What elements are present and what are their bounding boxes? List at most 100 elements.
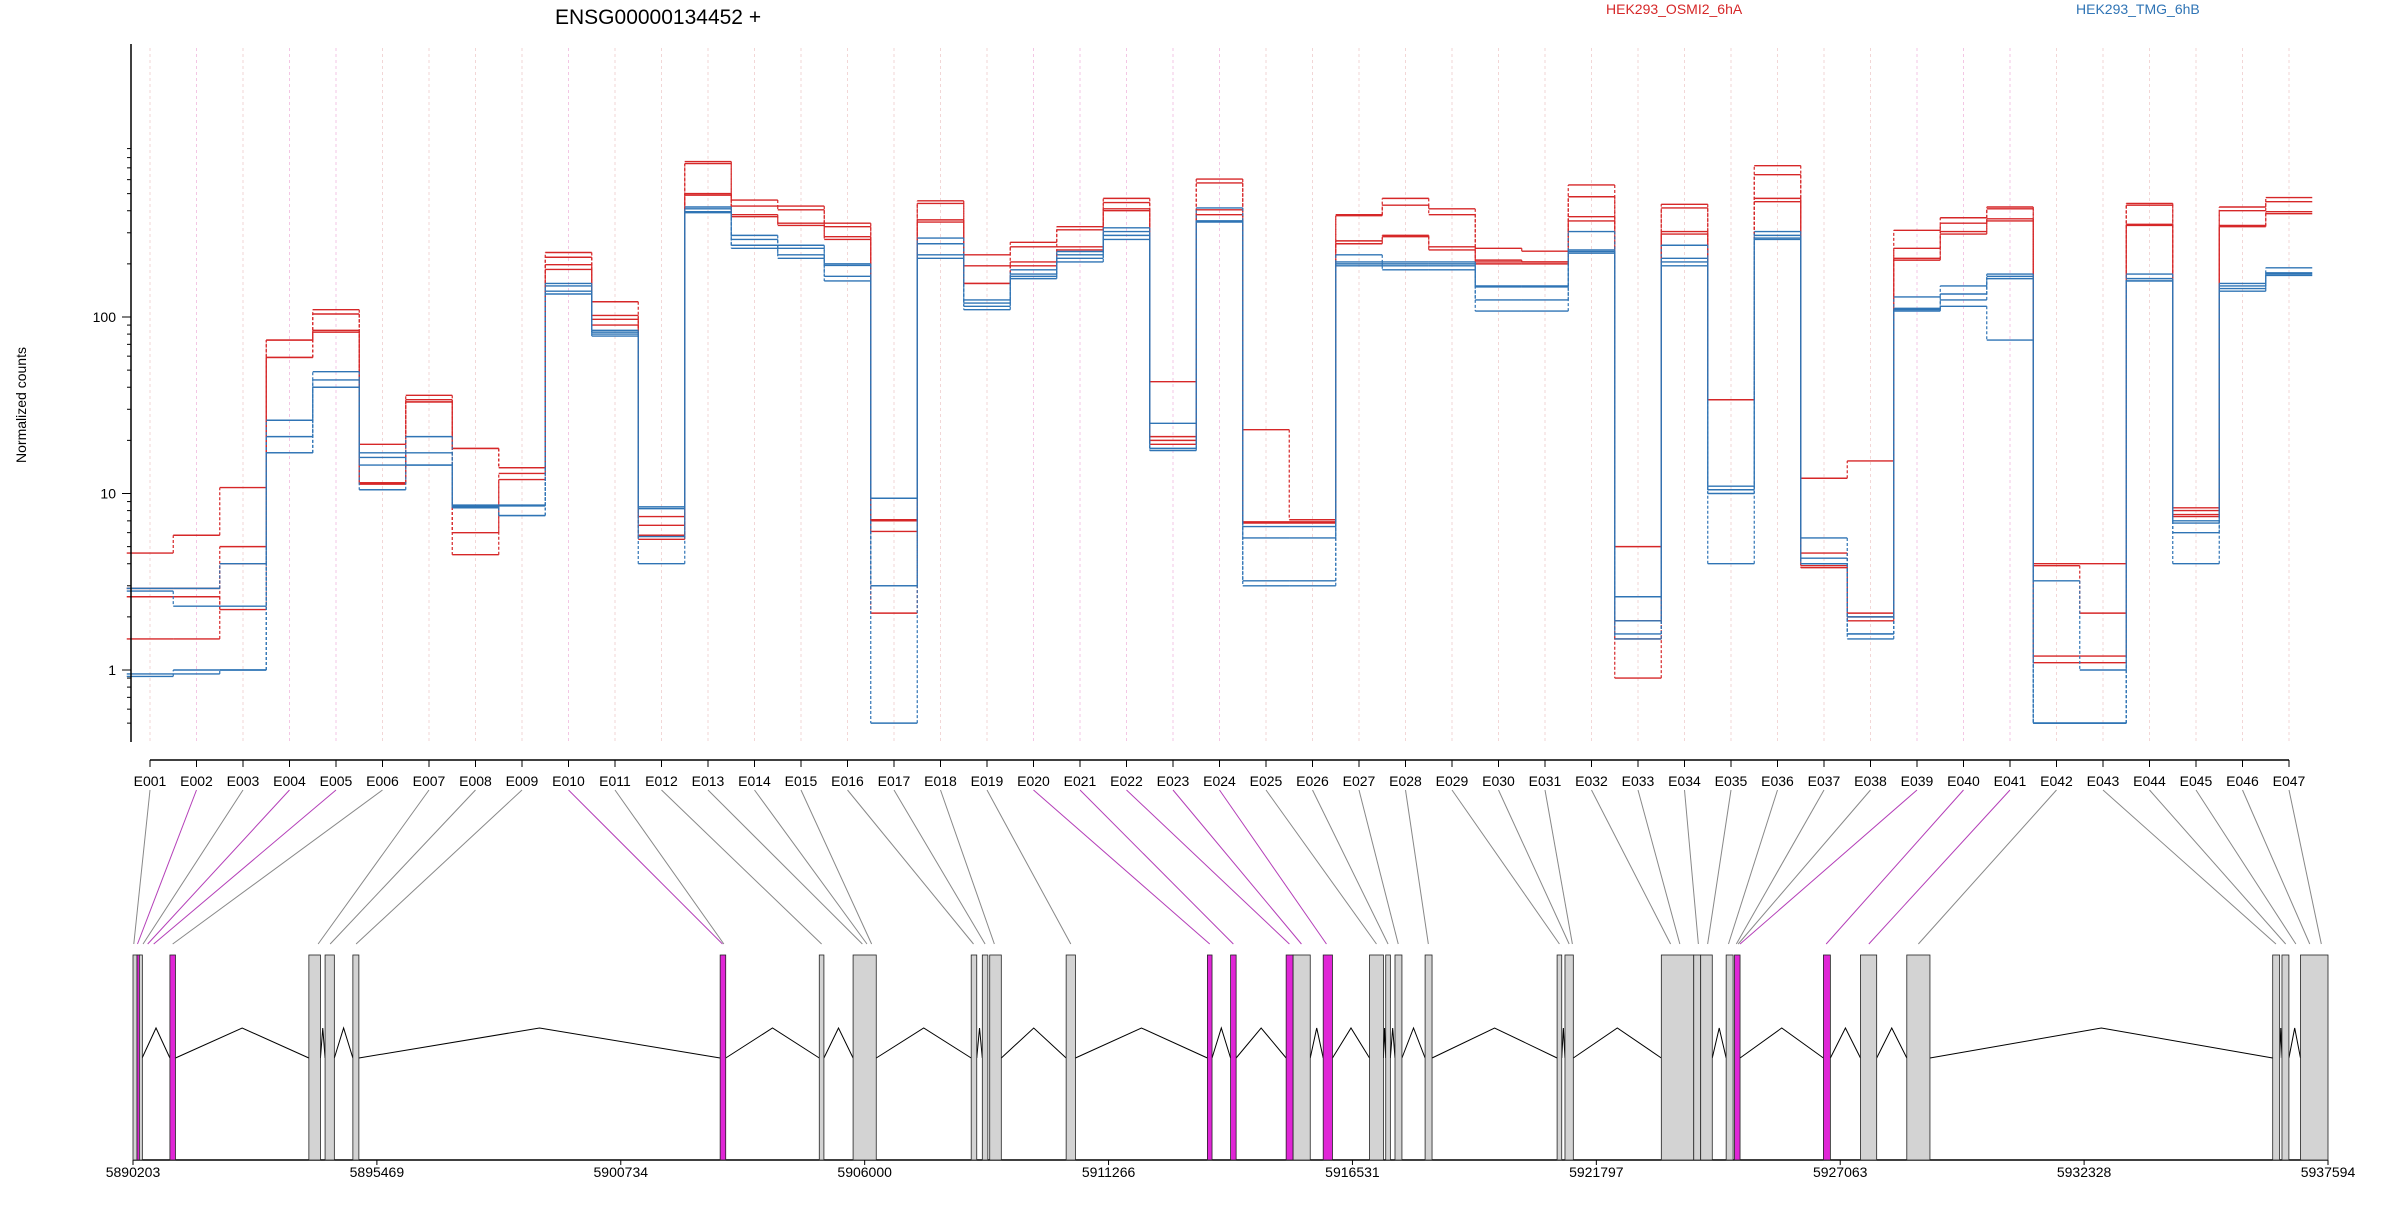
chart-gridlines	[149, 48, 2290, 742]
exon-link-line	[1727, 789, 1778, 945]
x-tick-label: E016	[831, 773, 864, 789]
exon-box	[308, 954, 321, 1161]
x-tick-label: E040	[1947, 773, 1980, 789]
exon-box-highlighted	[169, 954, 176, 1161]
genomic-tick-label: 5911266	[1082, 1164, 1136, 1180]
exon-box	[1424, 954, 1433, 1161]
exon-box	[2281, 954, 2290, 1161]
x-tick-label: E038	[1854, 773, 1887, 789]
gene-model: 5890203 5895469 5900734 5906000 5911266 59165…	[106, 954, 2355, 1180]
x-tick-label: E008	[459, 773, 492, 789]
exon-link-line	[133, 789, 151, 945]
intron-line	[1075, 1027, 1208, 1059]
exon-link-line	[1219, 789, 1327, 945]
y-axis-label: Normalized counts	[13, 347, 29, 463]
intron-line	[175, 1027, 310, 1059]
x-tick-label: E026	[1296, 773, 1329, 789]
exon-box-highlighted	[1322, 954, 1333, 1161]
x-tick-label: E025	[1250, 773, 1283, 789]
intron-line	[1829, 1026, 1861, 1059]
series-2	[126, 192, 2313, 657]
intron-line	[1739, 1027, 1824, 1059]
legend-series-a: HEK293_OSMI2_6hA	[1606, 1, 1743, 17]
exon-link-lines	[133, 789, 2322, 945]
exon-link-line	[1868, 789, 2011, 945]
exon-link-line	[1739, 789, 1918, 945]
x-tick-label: E011	[599, 773, 631, 789]
intron-line	[1711, 1027, 1727, 1059]
x-tick-label: E015	[785, 773, 818, 789]
legend-series-b: HEK293_TMG_6hB	[2076, 1, 2200, 17]
x-tick-label: E003	[227, 773, 260, 789]
exon-link-line	[1707, 789, 1732, 945]
exon-link-line	[1312, 789, 1389, 945]
exon-link-line	[1735, 789, 1825, 945]
exon-box	[1660, 954, 1695, 1161]
intron-line	[1876, 1026, 1908, 1059]
y-tick-label: 100	[93, 309, 117, 325]
exon-link-line	[1825, 789, 1964, 945]
exon-link-line	[1358, 789, 1399, 945]
x-tick-label: E014	[738, 773, 771, 789]
genomic-tick-label: 5916531	[1325, 1164, 1380, 1180]
x-tick-label: E030	[1482, 773, 1515, 789]
x-tick-label: E004	[273, 773, 306, 789]
intron-line	[1000, 1027, 1067, 1059]
exon-box	[2300, 954, 2329, 1161]
x-tick-label: E010	[552, 773, 585, 789]
x-tick-label: E042	[2040, 773, 2073, 789]
intron-line	[1929, 1027, 2273, 1059]
intron-line	[1332, 1027, 1370, 1059]
x-tick-label: E046	[2226, 773, 2259, 789]
exon-link-line	[707, 789, 863, 945]
exon-link-line	[2102, 789, 2277, 945]
exon-link-line	[142, 789, 244, 945]
x-tick-label: E029	[1436, 773, 1469, 789]
intron-line	[1561, 1027, 1566, 1059]
x-tick-label: E017	[878, 773, 911, 789]
y-tick-label: 1	[108, 662, 116, 678]
exon-link-line	[1684, 789, 1699, 945]
genomic-tick-label: 5890203	[106, 1164, 161, 1180]
x-tick-label: E045	[2180, 773, 2213, 789]
x-tick-label: E033	[1622, 773, 1655, 789]
exon-link-line	[1405, 789, 1429, 945]
exon-box	[138, 954, 143, 1161]
exon-link-line	[153, 789, 337, 945]
exon-link-line	[1544, 789, 1573, 945]
genomic-tick-label: 5900734	[594, 1164, 649, 1180]
exon-box-highlighted	[1230, 954, 1237, 1161]
x-tick-label: E028	[1389, 773, 1422, 789]
intron-line	[319, 1027, 326, 1059]
x-tick-label: E035	[1715, 773, 1748, 789]
exon-link-line	[1126, 789, 1290, 945]
exon-link-line	[847, 789, 974, 945]
exon-box	[989, 954, 1002, 1161]
exon-box-highlighted	[1207, 954, 1213, 1161]
x-tick-label: E009	[506, 773, 539, 789]
x-tick-label: E002	[180, 773, 213, 789]
x-tick-label: E031	[1529, 773, 1562, 789]
intron-line	[141, 1026, 171, 1059]
exon-link-line	[355, 789, 523, 945]
exon-link-line	[1737, 789, 1871, 945]
exon-link-line	[329, 789, 476, 945]
x-tick-label: E006	[366, 773, 399, 789]
exon-box	[1065, 954, 1076, 1161]
exon-link-line	[754, 789, 868, 945]
intron-line	[823, 1026, 854, 1059]
exon-link-line	[2149, 789, 2287, 945]
exon-box	[1906, 954, 1931, 1161]
x-tick-label: E041	[1994, 773, 2027, 789]
exon-box-highlighted	[1734, 954, 1741, 1161]
exon-link-line	[147, 789, 290, 945]
exon-link-line	[661, 789, 822, 945]
exon-link-line	[2242, 789, 2311, 945]
x-tick-label: E034	[1668, 773, 1701, 789]
exon-link-line	[893, 789, 986, 945]
exon-link-line	[1918, 789, 2057, 945]
x-tick-label: E047	[2273, 773, 2306, 789]
genomic-tick-label: 5921797	[1569, 1164, 1624, 1180]
series-7	[126, 211, 2313, 671]
